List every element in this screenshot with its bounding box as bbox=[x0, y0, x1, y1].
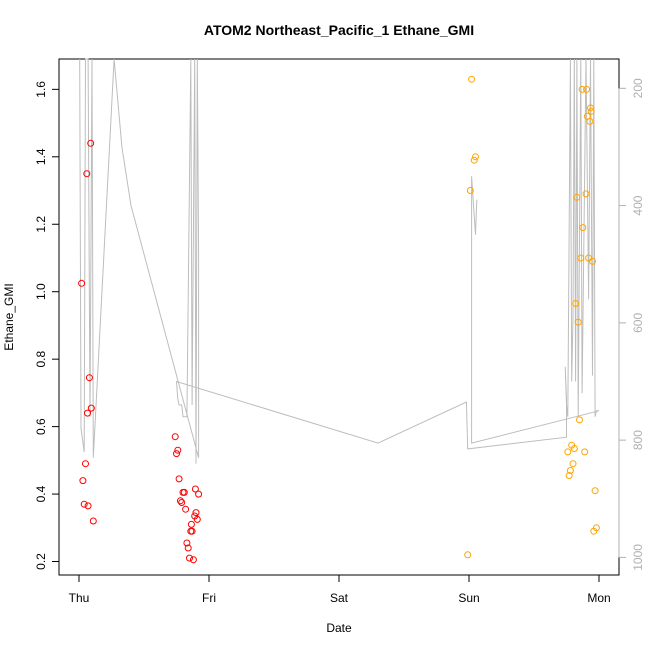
data-point-s2-13 bbox=[574, 318, 582, 326]
plot-frame bbox=[58, 58, 620, 576]
data-point-s1-24 bbox=[187, 520, 195, 528]
data-point-s2-7 bbox=[566, 467, 574, 474]
data-point-s1-15 bbox=[176, 497, 184, 505]
data-point-s2-22 bbox=[585, 254, 593, 262]
data-point-s1-18 bbox=[180, 488, 188, 496]
data-point-s1-8 bbox=[87, 139, 95, 147]
x-tick-label: Fri bbox=[202, 591, 216, 605]
data-point-s1-9 bbox=[87, 404, 95, 412]
data-point-s2-0 bbox=[464, 551, 472, 559]
data-point-s2-11 bbox=[572, 300, 580, 307]
data-point-s1-21 bbox=[184, 544, 192, 552]
data-point-s2-14 bbox=[576, 416, 583, 424]
data-point-s2-25 bbox=[587, 107, 595, 115]
y-tick-label: 1.2 bbox=[34, 216, 48, 233]
data-point-s2-26 bbox=[589, 257, 596, 265]
y-tick-label: 0.2 bbox=[34, 553, 48, 570]
data-point-s2-4 bbox=[472, 153, 479, 161]
y-tick-label: 1.6 bbox=[34, 81, 48, 98]
data-point-s2-20 bbox=[583, 85, 591, 93]
data-point-s1-30 bbox=[193, 515, 201, 523]
x-tick-label: Thu bbox=[69, 591, 90, 605]
data-point-s2-29 bbox=[592, 524, 600, 532]
scatter-points bbox=[78, 75, 600, 564]
data-point-s1-25 bbox=[188, 527, 196, 535]
data-point-s1-16 bbox=[178, 499, 186, 506]
y-axis-label: Ethane_GMI bbox=[2, 283, 16, 350]
data-point-s2-1 bbox=[466, 187, 474, 194]
data-point-s1-12 bbox=[173, 450, 180, 458]
y-tick-label: 0.4 bbox=[34, 485, 48, 502]
data-point-s1-7 bbox=[85, 374, 93, 382]
data-point-s1-6 bbox=[84, 502, 92, 510]
data-point-s1-0 bbox=[78, 279, 86, 287]
data-point-s2-15 bbox=[577, 254, 585, 262]
data-point-s1-1 bbox=[79, 477, 87, 485]
pressure-profile bbox=[79, 58, 600, 464]
data-point-s1-26 bbox=[189, 556, 197, 564]
x-axis-label: Date bbox=[326, 621, 352, 635]
data-point-s2-17 bbox=[579, 224, 587, 232]
data-point-s2-28 bbox=[591, 487, 599, 495]
data-point-s1-3 bbox=[82, 460, 89, 468]
data-point-s2-10 bbox=[570, 445, 578, 452]
y2-tick-label: 800 bbox=[631, 430, 645, 450]
x-tick-label: Sun bbox=[458, 591, 479, 605]
data-point-s1-10 bbox=[89, 517, 97, 525]
data-point-s1-11 bbox=[171, 433, 179, 441]
y-axis: 0.2 0.4 0.6 0.8 1.0 1.2 1.4 1.6 bbox=[34, 81, 60, 570]
data-point-s1-28 bbox=[191, 485, 199, 493]
chart-title: ATOM2 Northeast_Pacific_1 Ethane_GMI bbox=[204, 22, 474, 38]
x-tick-label: Sat bbox=[330, 591, 349, 605]
data-point-s2-6 bbox=[565, 472, 573, 479]
data-point-s1-13 bbox=[174, 446, 182, 454]
y2-tick-label: 600 bbox=[631, 313, 645, 333]
data-point-s2-5 bbox=[564, 448, 572, 456]
y-tick-label: 1.0 bbox=[34, 283, 48, 300]
data-point-s2-12 bbox=[573, 193, 581, 201]
data-point-s2-16 bbox=[578, 85, 586, 93]
data-point-s2-23 bbox=[586, 117, 594, 125]
data-point-s2-2 bbox=[468, 75, 476, 83]
data-point-s2-18 bbox=[581, 448, 589, 456]
data-point-s1-2 bbox=[80, 500, 88, 508]
data-point-s2-19 bbox=[582, 190, 590, 198]
data-point-s1-29 bbox=[192, 509, 200, 517]
pressure-line bbox=[79, 58, 600, 464]
data-point-s1-22 bbox=[186, 554, 193, 562]
data-point-s2-9 bbox=[569, 460, 577, 468]
y-tick-label: 0.8 bbox=[34, 350, 48, 367]
x-axis: Thu Fri Sat Sun Mon bbox=[69, 574, 611, 605]
y-tick-label: 0.6 bbox=[34, 418, 48, 435]
data-point-s1-5 bbox=[84, 409, 91, 417]
y2-axis-right: 200 400 600 800 1000 bbox=[618, 78, 645, 571]
data-point-s2-3 bbox=[470, 156, 478, 164]
data-point-s2-24 bbox=[587, 104, 594, 112]
plot-area bbox=[58, 58, 620, 576]
y2-tick-label: 200 bbox=[631, 78, 645, 98]
y2-tick-label: 400 bbox=[631, 195, 645, 215]
data-point-s1-14 bbox=[175, 475, 183, 483]
data-point-s1-4 bbox=[83, 170, 91, 178]
data-point-s1-31 bbox=[195, 490, 203, 498]
y2-tick-label: 1000 bbox=[631, 544, 645, 571]
data-point-s1-20 bbox=[183, 539, 191, 547]
y-tick-label: 1.4 bbox=[34, 148, 48, 165]
data-point-s1-19 bbox=[182, 505, 190, 513]
x-tick-label: Mon bbox=[587, 591, 610, 605]
